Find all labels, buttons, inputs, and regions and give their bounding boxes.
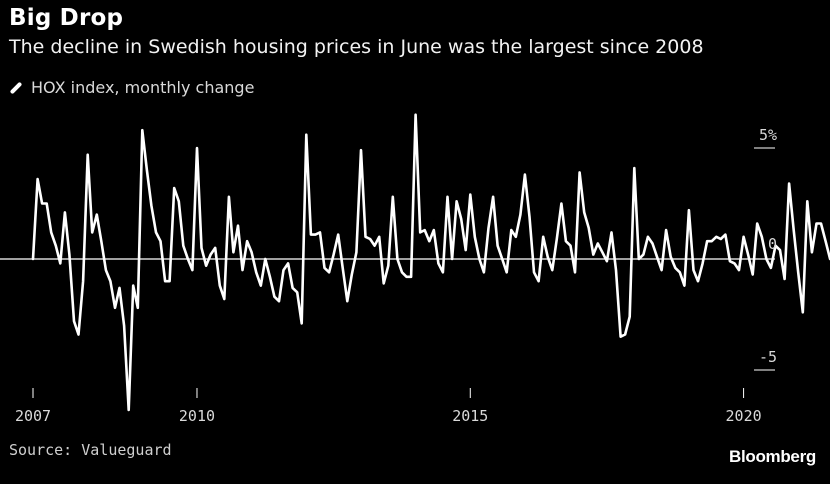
- x-tick-label: 2015: [452, 407, 488, 425]
- y-tick-label: 0: [768, 235, 777, 253]
- x-tick-label: 2020: [726, 407, 762, 425]
- bloomberg-logo: Bloomberg: [728, 447, 816, 466]
- legend-label: HOX index, monthly change: [31, 78, 255, 97]
- source-note: Source: Valueguard: [9, 441, 172, 459]
- chart-title: Big Drop: [9, 5, 124, 31]
- x-tick-label: 2010: [179, 407, 215, 425]
- legend: HOX index, monthly change: [9, 78, 254, 97]
- y-tick-label: 5%: [759, 126, 777, 144]
- chart-subtitle: The decline in Swedish housing prices in…: [9, 36, 704, 58]
- series-line: [31, 113, 830, 412]
- y-tick-label: -5: [759, 348, 777, 366]
- x-tick-label: 2007: [15, 407, 51, 425]
